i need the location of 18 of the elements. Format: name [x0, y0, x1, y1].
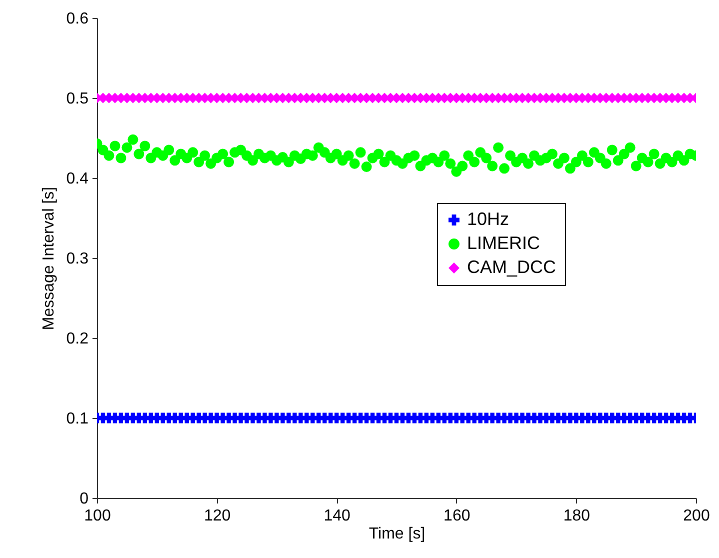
- y-tick-label: 0: [80, 490, 89, 508]
- x-tick-label: 140: [324, 508, 351, 524]
- y-axis-title: Message Interval [s]: [40, 186, 58, 330]
- y-tick-label: 0.1: [66, 410, 89, 428]
- x-axis-title: Time [s]: [368, 526, 426, 542]
- legend-label: CAM_DCC: [467, 257, 556, 277]
- y-tick-label: 0.3: [66, 250, 89, 268]
- x-tick-label: 100: [84, 508, 111, 524]
- y-tick-label: 0.5: [66, 90, 89, 108]
- y-tick-label: 0.6: [66, 10, 89, 28]
- x-tick-label: 120: [204, 508, 231, 524]
- legend-label: 10Hz: [467, 209, 510, 229]
- x-tick-label: 180: [563, 508, 590, 524]
- x-tick-label: 200: [683, 508, 710, 524]
- legend-label: LIMERIC: [467, 233, 540, 253]
- y-tick-label: 0.4: [66, 170, 89, 188]
- x-tick-label: 160: [444, 508, 470, 524]
- y-tick-label: 0.2: [66, 330, 89, 348]
